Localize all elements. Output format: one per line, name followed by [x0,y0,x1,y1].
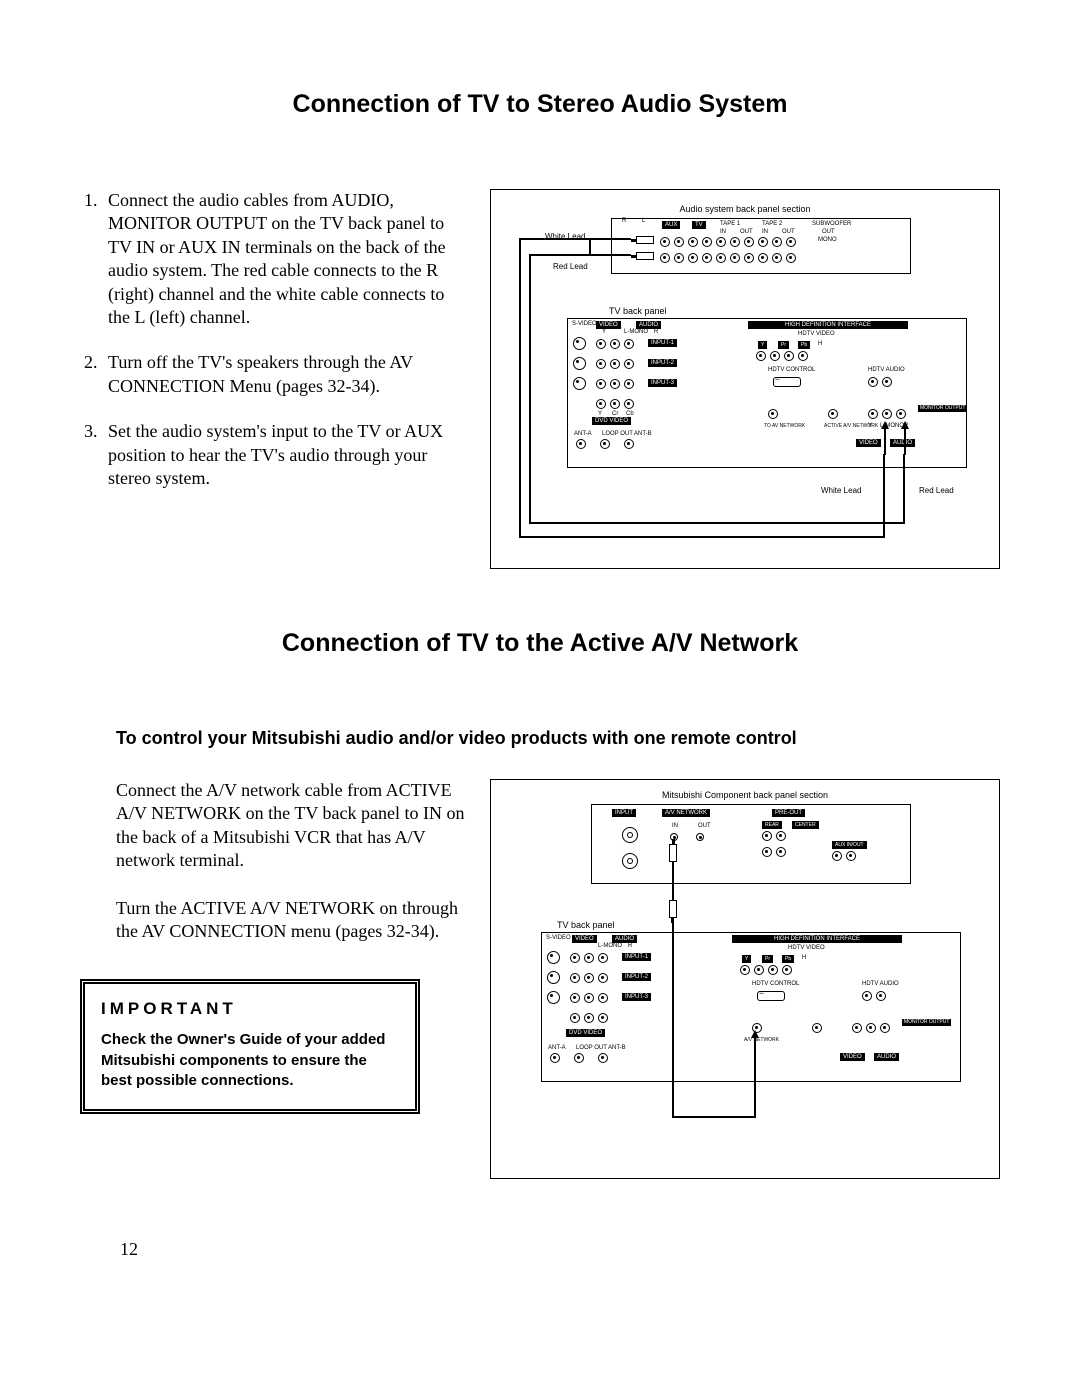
section2-diagram: Mitsubishi Component back panel section … [490,779,1000,1179]
tv-back-label: TV back panel [609,306,667,316]
section2-subheading: To control your Mitsubishi audio and/or … [116,728,1000,749]
section2-text: Connect the A/V network cable from ACTIV… [80,779,470,1179]
section1: Connect the audio cables from AUDIO, MON… [80,189,1000,569]
page-number: 12 [120,1239,1000,1260]
section1-diagram: Audio system back panel section L R AUX … [490,189,1000,569]
white-lead-label: White Lead [545,232,585,241]
tv-panel: VIDEO AUDIO S-VIDEO Y L-MONO R INPUT-1 I… [567,318,967,468]
audio-system-label: Audio system back panel section [491,204,999,214]
section1-text: Connect the audio cables from AUDIO, MON… [80,189,470,569]
tv-back-label-2: TV back panel [557,920,615,930]
bottom-white-label: White Lead [821,486,861,495]
important-body: Check the Owner's Guide of your added Mi… [101,1030,399,1091]
section2-heading: Connection of TV to the Active A/V Netwo… [80,629,1000,658]
tv-panel-2: VIDEO AUDIO S-VIDEO L-MONO R INPUT-1 INP… [541,932,961,1082]
important-title: IMPORTANT [101,998,399,1020]
section1-steps: Connect the audio cables from AUDIO, MON… [80,189,470,490]
step-3: Set the audio system's input to the TV o… [102,420,470,490]
para-1: Connect the A/V network cable from ACTIV… [116,779,470,873]
important-box: IMPORTANT Check the Owner's Guide of you… [80,979,420,1114]
audio-panel: L R AUX TV TAPE 1 TAPE 2 IN OUT IN OUT S… [611,218,911,274]
step-1: Connect the audio cables from AUDIO, MON… [102,189,470,329]
para-2: Turn the ACTIVE A/V NETWORK on through t… [116,897,470,944]
component-label: Mitsubishi Component back panel section [491,790,999,800]
section1-heading: Connection of TV to Stereo Audio System [80,90,1000,119]
component-panel: INPUT A/V NETWORK PRE-OUT IN OUT REAR CE… [591,804,911,884]
red-lead-label: Red Lead [553,262,588,271]
bottom-red-label: Red Lead [919,486,954,495]
section2: Connect the A/V network cable from ACTIV… [80,779,1000,1179]
step-2: Turn off the TV's speakers through the A… [102,351,470,398]
